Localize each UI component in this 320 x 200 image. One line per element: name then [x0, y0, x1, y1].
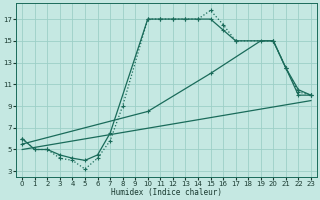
X-axis label: Humidex (Indice chaleur): Humidex (Indice chaleur): [111, 188, 222, 197]
